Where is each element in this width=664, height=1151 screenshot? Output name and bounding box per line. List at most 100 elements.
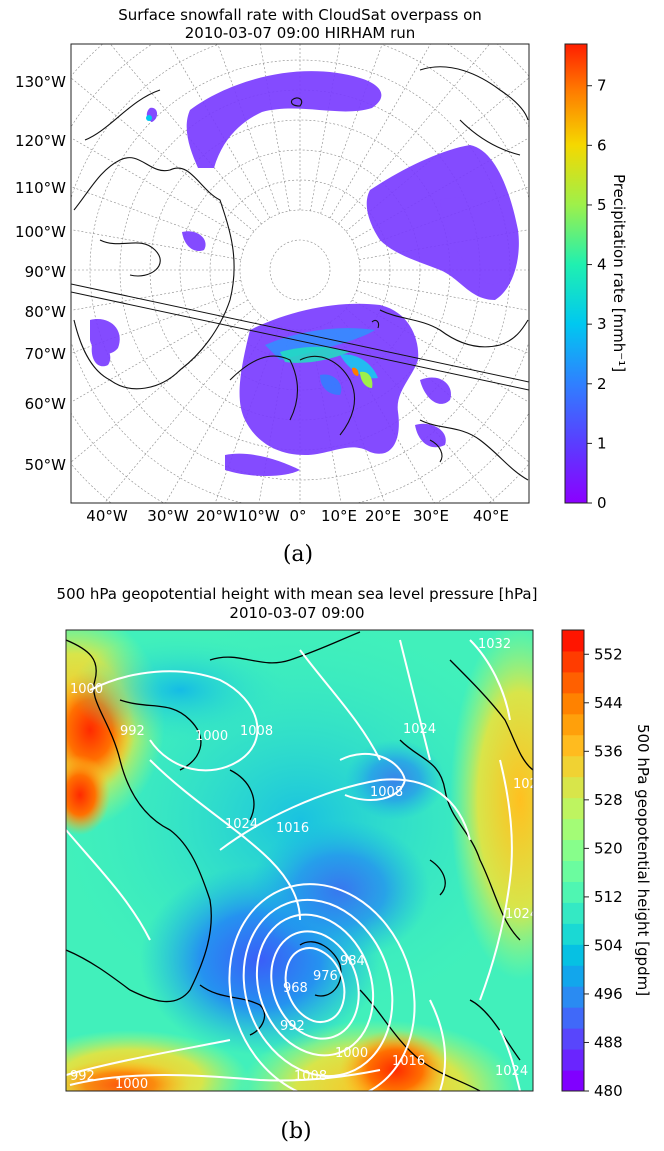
lon-label: 30°E xyxy=(413,507,449,525)
panel-a-cloudsat-track xyxy=(71,283,529,391)
colorbar-segment xyxy=(562,692,584,715)
mslp-contour-label: 1000 xyxy=(115,1077,148,1092)
colorbar-tick-label: 7 xyxy=(597,77,607,95)
mslp-contour-label: 1008 xyxy=(240,724,273,739)
graticule-meridian xyxy=(71,137,249,241)
panel-a-caption: (a) xyxy=(283,542,313,567)
colorbar-segment xyxy=(562,650,584,673)
mslp-contour-label: 1024 xyxy=(225,817,258,832)
lat-label: 130°W xyxy=(15,73,66,91)
mslp-contour-label: 1000 xyxy=(335,1046,368,1061)
graticule-meridian xyxy=(71,290,244,354)
colorbar-tick-label: 528 xyxy=(594,791,623,809)
graticule-meridian xyxy=(104,315,262,503)
mslp-contour-label: 1024 xyxy=(513,777,546,792)
panel-b-colorbar-ticks: 480 488 496 504 512 520 528 536 544 552 xyxy=(584,645,623,1100)
colorbar-segment xyxy=(562,881,584,903)
colorbar-segment xyxy=(562,965,584,987)
colorbar-tick-label: 0 xyxy=(597,494,607,512)
panel-a-lat-labels: 130°W 120°W 110°W 100°W 90°W 80°W 70°W 6… xyxy=(15,73,66,474)
colorbar-segment xyxy=(562,776,584,799)
panel-a-lon-labels: 40°W 30°W 20°W 10°W 0° 10°E 20°E 30°E 40… xyxy=(86,507,509,525)
colorbar-segment xyxy=(562,1007,584,1029)
panel-b-map-frame xyxy=(65,629,534,1092)
mslp-contour-label: 1000 xyxy=(70,682,103,697)
panel-b-colorbar xyxy=(561,629,585,1092)
graticule-latitude-circle xyxy=(269,239,331,301)
lon-label: 10°E xyxy=(321,507,357,525)
colorbar-segment xyxy=(562,1070,584,1092)
lon-label: 30°W xyxy=(147,507,189,525)
mslp-contour-label: 1016 xyxy=(276,821,309,836)
graticule-meridian xyxy=(165,321,271,503)
colorbar-tick-label: 520 xyxy=(594,839,623,857)
colorbar-tick-label: 5 xyxy=(597,196,607,214)
colorbar-segment xyxy=(562,630,584,652)
mslp-contour-label: 1016 xyxy=(392,1054,425,1069)
graticule-meridian xyxy=(71,280,241,311)
lon-label: 10°W xyxy=(238,507,280,525)
lat-label: 110°W xyxy=(15,179,66,197)
colorbar-frame xyxy=(561,629,585,1092)
panel-a-colorbar xyxy=(564,43,588,504)
colorbar-segment xyxy=(562,671,584,694)
mslp-contour-label: 1008 xyxy=(370,785,403,800)
panel-b-coastlines xyxy=(66,631,533,1091)
colorbar-tick-label: 536 xyxy=(594,742,623,760)
panel-b-mslp-contours xyxy=(66,639,521,1091)
colorbar-tick-label: 480 xyxy=(594,1082,623,1100)
colorbar-tick-label: 6 xyxy=(597,136,607,154)
mslp-contour-label: 992 xyxy=(280,1019,305,1034)
mslp-contour-label: 1024 xyxy=(505,907,538,922)
graticule-meridian xyxy=(109,44,262,225)
colorbar-tick-label: 504 xyxy=(594,936,623,954)
panel-a-map xyxy=(71,44,529,503)
colorbar-tick-label: 496 xyxy=(594,985,623,1003)
lat-label: 100°W xyxy=(15,223,66,241)
panel-a-map-frame xyxy=(70,43,530,504)
colorbar-segment xyxy=(562,713,584,736)
graticule-meridian xyxy=(329,44,431,219)
mslp-contour-label: 1032 xyxy=(478,637,511,652)
colorbar-segment xyxy=(562,986,584,1008)
mslp-contour-label: 1008 xyxy=(294,1069,327,1084)
mslp-contour-label: 992 xyxy=(70,1069,95,1084)
lat-label: 90°W xyxy=(25,263,67,281)
panel-a-colorbar-ticks: 0 1 2 3 4 5 6 7 xyxy=(587,77,607,512)
graticule-meridian xyxy=(356,290,529,354)
lat-label: 80°W xyxy=(25,303,67,321)
lat-label: 60°W xyxy=(25,395,67,413)
graticule-meridian xyxy=(338,44,491,225)
lon-label: 20°E xyxy=(365,507,401,525)
lon-label: 0° xyxy=(289,507,306,525)
mslp-contour-label: 1024 xyxy=(495,1064,528,1079)
panel-a-title-line1: Surface snowfall rate with CloudSat over… xyxy=(118,6,482,24)
panel-b-title-line1: 500 hPa geopotential height with mean se… xyxy=(57,585,538,603)
colorbar-tick-label: 488 xyxy=(594,1033,623,1051)
lat-label: 70°W xyxy=(25,345,67,363)
panel-b-colorbar-label: 500 hPa geopotential height [gpdm] xyxy=(634,724,652,996)
colorbar-tick-label: 4 xyxy=(597,256,607,274)
mslp-contour-label: 1024 xyxy=(403,722,436,737)
colorbar-segment xyxy=(562,860,584,882)
panel-a-snowfall-intense xyxy=(146,115,378,395)
lon-label: 20°W xyxy=(196,507,238,525)
colorbar-segment xyxy=(562,902,584,924)
panel-b-contour-labels: 1000 992 1000 1008 1024 1016 1008 1024 1032 1024 9… xyxy=(70,637,546,1092)
colorbar-tick-label: 552 xyxy=(594,645,623,663)
panel-b-map: 1000 992 1000 1008 1024 1016 1008 1024 1032 1024 9… xyxy=(66,630,546,1092)
graticule-meridian xyxy=(359,280,529,311)
panel-b-caption: (b) xyxy=(280,1119,311,1144)
colorbar-segment xyxy=(562,923,584,945)
lat-label: 50°W xyxy=(25,456,67,474)
colorbar-tick-label: 3 xyxy=(597,315,607,333)
mslp-contour-label: 968 xyxy=(283,981,308,996)
colorbar-segment xyxy=(562,755,584,778)
graticule-meridian xyxy=(71,299,249,403)
panel-b-title-line2: 2010-03-07 09:00 xyxy=(229,604,364,622)
colorbar-segment xyxy=(562,1049,584,1071)
colorbar-segment xyxy=(562,1028,584,1050)
mslp-contour-label: 992 xyxy=(120,724,145,739)
mslp-contour-label: 984 xyxy=(340,954,365,969)
colorbar-segment xyxy=(562,944,584,966)
